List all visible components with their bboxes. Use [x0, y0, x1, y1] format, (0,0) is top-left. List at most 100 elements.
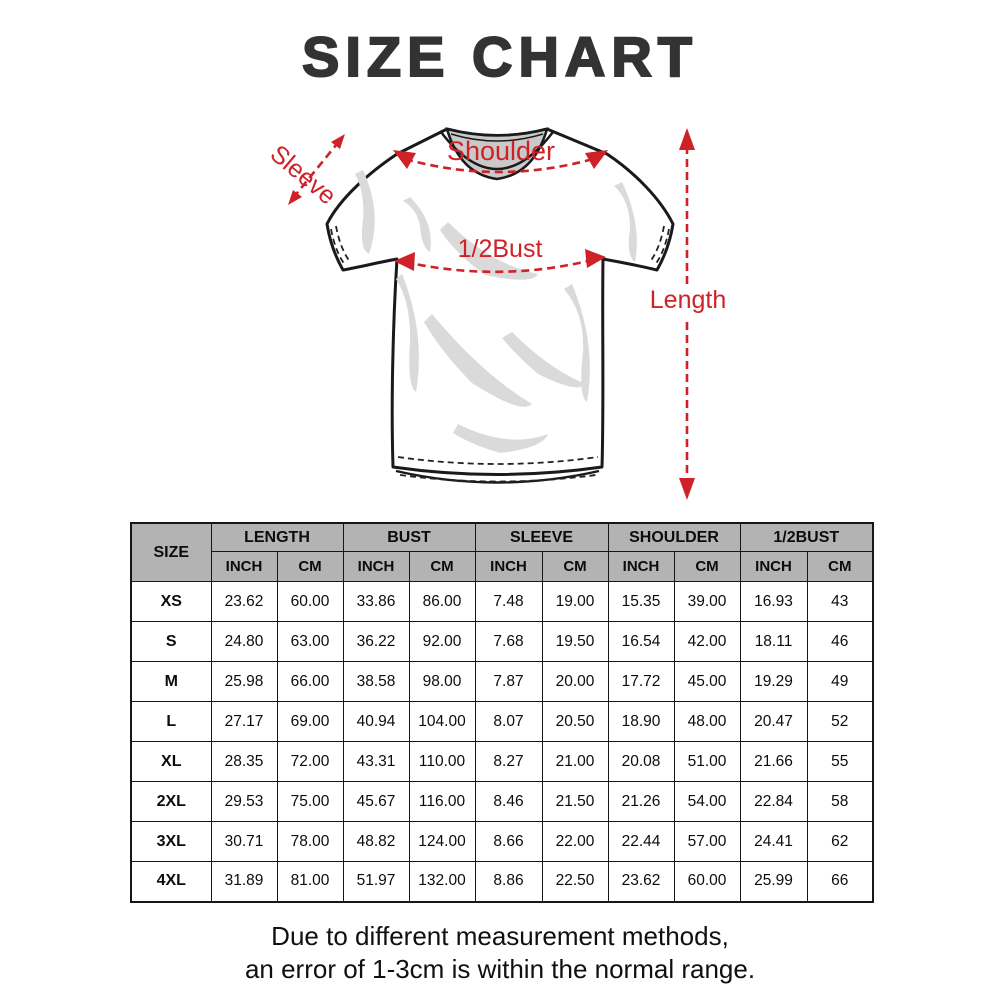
collar-rib-line [450, 133, 544, 142]
row-size-label: 3XL [130, 821, 212, 862]
measurement-cell: 78.00 [276, 821, 344, 862]
tshirt-outline [325, 127, 675, 476]
measurement-arrows [291, 138, 689, 482]
measurement-cell: 25.99 [739, 861, 808, 902]
measurement-cell: 8.46 [474, 781, 543, 822]
arrowheads [288, 128, 695, 500]
measurement-cell: 52 [806, 701, 874, 742]
measurement-cell: 63.00 [276, 621, 344, 662]
measurement-cell: 19.50 [541, 621, 609, 662]
measurement-cell: 45.00 [673, 661, 741, 702]
measurement-cell: 7.48 [474, 581, 543, 622]
row-size-label: XL [130, 741, 212, 782]
measurement-cell: 98.00 [408, 661, 476, 702]
column-header-cm: CM [276, 551, 344, 582]
measurement-cell: 46 [806, 621, 874, 662]
measurement-cell: 124.00 [408, 821, 476, 862]
row-size-label: L [130, 701, 212, 742]
table-row: XL 28.35 72.00 43.31 110.00 8.27 21.00 20.08 51.… [130, 741, 874, 782]
footer-line-2: an error of 1-3cm is within the normal r… [244, 954, 756, 984]
measurement-cell: 16.93 [739, 581, 808, 622]
sleeve-label: Sleeve [265, 140, 342, 211]
measurement-cell: 8.27 [474, 741, 543, 782]
column-header-cm: CM [541, 551, 609, 582]
measurement-cell: 54.00 [673, 781, 741, 822]
table-row: M 25.98 66.00 38.58 98.00 7.87 20.00 17.72 45.00… [130, 661, 874, 702]
table-header-group-row: SIZE LENGTH BUST SLEEVE SHOULDER 1/2BUST [130, 522, 874, 582]
measurement-cell: 72.00 [276, 741, 344, 782]
measurement-cell: 31.89 [210, 861, 278, 902]
measurement-cell: 21.26 [607, 781, 675, 822]
measurement-cell: 24.41 [739, 821, 808, 862]
shoulder-arrow [404, 155, 601, 174]
measurement-cell: 29.53 [210, 781, 278, 822]
measurement-cell: 104.00 [408, 701, 476, 742]
measurement-cell: 23.62 [210, 581, 278, 622]
measurement-cell: 25.98 [210, 661, 278, 702]
measurement-cell: 132.00 [408, 861, 476, 902]
column-header-inch: INCH [607, 551, 675, 582]
hem-fold [395, 469, 600, 484]
measurement-cell: 92.00 [408, 621, 476, 662]
measurement-cell: 21.00 [541, 741, 609, 782]
column-group-shoulder: SHOULDER [607, 522, 741, 552]
table-row: L 27.17 69.00 40.94 104.00 8.07 20.50 18.90 48.0… [130, 701, 874, 742]
measurement-cell: 36.22 [342, 621, 410, 662]
measurement-cell: 39.00 [673, 581, 741, 622]
measurement-cell: 21.66 [739, 741, 808, 782]
measurement-cell: 86.00 [408, 581, 476, 622]
measurement-cell: 51.97 [342, 861, 410, 902]
measurement-cell: 81.00 [276, 861, 344, 902]
measurement-cell: 48.82 [342, 821, 410, 862]
column-header-size: SIZE [130, 522, 212, 582]
table-row: 3XL 30.71 78.00 48.82 124.00 8.66 22.00 22.44 57… [130, 821, 874, 862]
half-bust-arrow [404, 257, 597, 274]
measurement-cell: 20.00 [541, 661, 609, 702]
measurement-cell: 19.00 [541, 581, 609, 622]
tshirt-diagram: Shoulder 1/2Bust Length Sleeve [265, 127, 726, 500]
column-header-inch: INCH [210, 551, 278, 582]
shoulder-label: Shoulder [447, 136, 555, 166]
measurement-cell: 42.00 [673, 621, 741, 662]
size-table: SIZE LENGTH BUST SLEEVE SHOULDER 1/2BUST… [130, 522, 875, 903]
measurement-cell: 62 [806, 821, 874, 862]
measurement-cell: 19.29 [739, 661, 808, 702]
row-size-label: 2XL [130, 781, 212, 822]
measurement-cell: 60.00 [673, 861, 741, 902]
measurement-cell: 55 [806, 741, 874, 782]
measurement-cell: 23.62 [607, 861, 675, 902]
measurement-cell: 45.67 [342, 781, 410, 822]
measurement-cell: 40.94 [342, 701, 410, 742]
measurement-cell: 27.17 [210, 701, 278, 742]
column-group-bust: BUST [342, 522, 476, 552]
table-row: 4XL 31.89 81.00 51.97 132.00 8.86 22.50 23.62 60… [130, 861, 874, 902]
fabric-wrinkles [355, 170, 637, 453]
measurement-cell: 20.47 [739, 701, 808, 742]
measurement-cell: 110.00 [408, 741, 476, 782]
measurement-cell: 24.80 [210, 621, 278, 662]
collar-back [445, 127, 549, 181]
page-title: SIZE CHART [301, 24, 698, 89]
size-table-body: XS 23.62 60.00 33.86 86.00 7.48 19.00 15.35 39.0… [130, 581, 874, 902]
measurement-cell: 28.35 [210, 741, 278, 782]
measurement-cell: 48.00 [673, 701, 741, 742]
measurement-cell: 75.00 [276, 781, 344, 822]
column-group-length: LENGTH [210, 522, 344, 552]
measurement-cell: 57.00 [673, 821, 741, 862]
measurement-cell: 60.00 [276, 581, 344, 622]
column-header-cm: CM [673, 551, 741, 582]
measurement-cell: 8.86 [474, 861, 543, 902]
row-size-label: M [130, 661, 212, 702]
column-header-cm: CM [408, 551, 476, 582]
measurement-cell: 22.84 [739, 781, 808, 822]
measurement-cell: 69.00 [276, 701, 344, 742]
footer-line-1: Due to different measurement methods, [271, 921, 729, 951]
measurement-cell: 20.50 [541, 701, 609, 742]
table-row: 2XL 29.53 75.00 45.67 116.00 8.46 21.50 21.26 54… [130, 781, 874, 822]
footer-note: Due to different measurement methods, an… [0, 920, 1000, 986]
row-size-label: XS [130, 581, 212, 622]
row-size-label: S [130, 621, 212, 662]
measurement-cell: 30.71 [210, 821, 278, 862]
table-header-unit-row: INCH CM INCH CM INCH CM INCH CM INCH CM [131, 551, 874, 582]
measurement-cell: 38.58 [342, 661, 410, 702]
